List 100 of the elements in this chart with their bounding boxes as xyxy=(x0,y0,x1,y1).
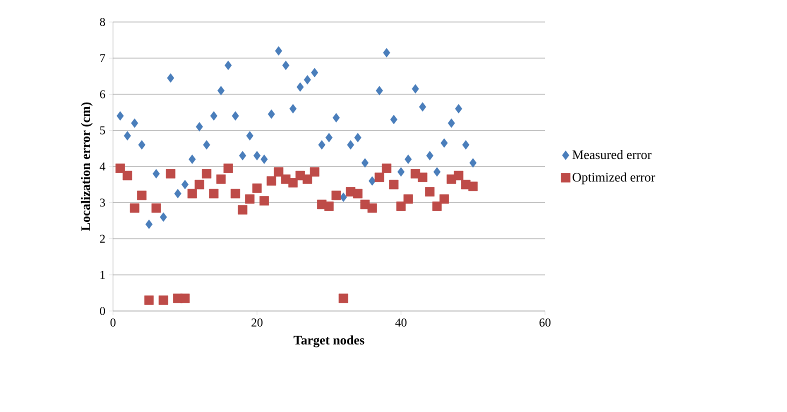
legend-label: Measured error xyxy=(572,150,652,160)
point xyxy=(419,102,426,112)
point xyxy=(130,203,140,213)
point xyxy=(196,122,203,132)
point xyxy=(188,188,197,198)
point xyxy=(116,164,125,174)
point xyxy=(238,205,248,215)
point xyxy=(354,132,362,142)
point xyxy=(152,169,160,178)
point xyxy=(440,194,449,204)
point xyxy=(448,118,455,128)
y-tick-label: 1 xyxy=(100,270,105,279)
point xyxy=(217,86,225,96)
point xyxy=(145,220,153,229)
point xyxy=(311,68,318,78)
point xyxy=(124,131,131,140)
point xyxy=(332,190,341,200)
point xyxy=(389,180,398,190)
point xyxy=(304,75,311,84)
point xyxy=(469,158,477,168)
x-axis-title: Target nodes xyxy=(294,335,364,348)
point xyxy=(418,172,428,182)
point xyxy=(252,183,262,193)
point xyxy=(468,182,478,192)
point xyxy=(232,111,239,121)
legend-label: Optimized error xyxy=(572,172,656,184)
point xyxy=(210,111,218,121)
point xyxy=(374,172,384,182)
y-tick-label: 2 xyxy=(100,234,105,243)
point xyxy=(353,188,362,198)
point xyxy=(224,164,233,174)
point xyxy=(224,60,232,70)
point xyxy=(382,164,392,174)
x-tick-label: 40 xyxy=(395,318,407,327)
y-axis-title: Localization error (cm) xyxy=(80,102,93,231)
y-tick-label: 4 xyxy=(100,162,106,170)
point xyxy=(160,212,167,222)
point xyxy=(296,82,304,92)
point xyxy=(396,202,406,211)
point xyxy=(253,150,261,160)
point xyxy=(404,154,412,164)
point xyxy=(137,190,146,200)
point xyxy=(338,294,348,304)
point xyxy=(275,46,282,56)
point xyxy=(122,170,132,180)
point xyxy=(266,176,276,186)
point xyxy=(158,295,168,305)
x-tick-label: 20 xyxy=(252,318,263,327)
y-tick-label: 8 xyxy=(100,18,106,26)
y-tick-label: 5 xyxy=(100,126,106,134)
point xyxy=(216,174,226,184)
point xyxy=(324,202,334,211)
x-tick-label: 60 xyxy=(540,318,551,327)
point xyxy=(454,170,464,180)
point xyxy=(318,140,326,150)
point xyxy=(310,167,320,177)
point xyxy=(239,150,246,160)
point xyxy=(166,169,176,178)
point xyxy=(246,131,254,140)
point xyxy=(116,111,124,121)
point xyxy=(144,295,154,305)
point xyxy=(412,84,419,94)
point xyxy=(383,48,390,58)
point xyxy=(260,154,268,164)
point xyxy=(455,104,462,114)
point xyxy=(138,140,146,150)
point xyxy=(347,140,354,150)
point xyxy=(245,194,254,204)
x-tick-label: 0 xyxy=(110,318,116,327)
point xyxy=(425,187,434,196)
point xyxy=(440,138,448,148)
point xyxy=(288,178,298,188)
point xyxy=(426,150,434,160)
point xyxy=(202,169,212,178)
point xyxy=(340,192,347,202)
point xyxy=(180,294,190,304)
point xyxy=(268,109,275,119)
point xyxy=(274,167,284,177)
point xyxy=(332,113,340,122)
point xyxy=(209,188,218,198)
point xyxy=(181,180,189,190)
point xyxy=(131,118,138,128)
point xyxy=(368,203,377,213)
point xyxy=(433,167,441,177)
y-tick-label: 6 xyxy=(100,90,106,98)
point xyxy=(167,73,174,83)
point xyxy=(390,114,398,124)
point xyxy=(361,158,369,168)
point xyxy=(260,196,269,206)
point xyxy=(203,140,210,150)
point xyxy=(376,86,383,96)
y-tick-label: 7 xyxy=(100,54,106,62)
point xyxy=(432,202,442,211)
y-tick-label: 0 xyxy=(100,306,106,316)
point xyxy=(230,188,240,198)
point xyxy=(325,132,333,142)
point xyxy=(152,203,161,213)
point xyxy=(289,104,297,114)
point xyxy=(282,60,290,70)
point xyxy=(302,174,312,184)
